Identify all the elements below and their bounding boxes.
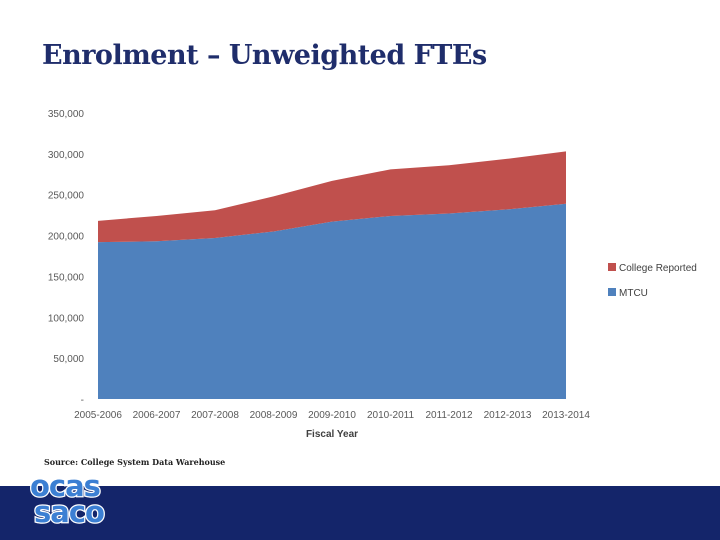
y-tick-label: 50,000 — [53, 354, 84, 365]
y-tick-label: 150,000 — [48, 272, 85, 283]
x-tick-label: 2012-2013 — [484, 410, 532, 421]
y-tick-label: 350,000 — [48, 109, 85, 120]
x-tick-label: 2013-2014 — [542, 410, 590, 421]
x-tick-label: 2005-2006 — [74, 410, 122, 421]
enrolment-area-chart: - 50,000 100,000 150,000 200,000 250,000 300,0… — [48, 109, 697, 440]
y-tick-label: 100,000 — [48, 313, 85, 324]
legend-swatch — [608, 263, 616, 271]
footer-band — [0, 486, 720, 540]
series-area-college-reported — [98, 151, 566, 243]
legend: College Reported MTCU — [608, 263, 697, 299]
series-area-mtcu — [98, 203, 566, 399]
logo-bottom-word: saco — [34, 495, 104, 528]
y-tick-label: 300,000 — [48, 150, 85, 161]
legend-swatch — [608, 288, 616, 296]
x-tick-label: 2007-2008 — [191, 410, 239, 421]
y-tick-label: 200,000 — [48, 232, 85, 243]
plot-areas — [98, 151, 566, 399]
x-axis-title: Fiscal Year — [306, 429, 358, 440]
y-tick-label: 250,000 — [48, 191, 85, 202]
source-note: Source: College System Data Warehouse — [44, 457, 226, 467]
legend-label: MTCU — [619, 288, 648, 299]
logo-top-word: ocas — [30, 470, 100, 503]
slide-title: Enrolment – Unweighted FTEs — [42, 40, 487, 71]
legend-label: College Reported — [619, 263, 697, 274]
y-axis-ticks: - 50,000 100,000 150,000 200,000 250,000 300,0… — [48, 109, 85, 406]
ocas-saco-logo: ocas saco — [29, 470, 107, 528]
x-tick-label: 2011-2012 — [425, 410, 473, 421]
x-tick-label: 2006-2007 — [133, 410, 181, 421]
x-tick-label: 2009-2010 — [308, 410, 356, 421]
y-tick-label: - — [81, 395, 84, 406]
x-tick-label: 2010-2011 — [367, 410, 415, 421]
x-axis-ticks: 2005-2006 2006-2007 2007-2008 2008-2009 2009… — [74, 410, 590, 421]
x-tick-label: 2008-2009 — [250, 410, 298, 421]
